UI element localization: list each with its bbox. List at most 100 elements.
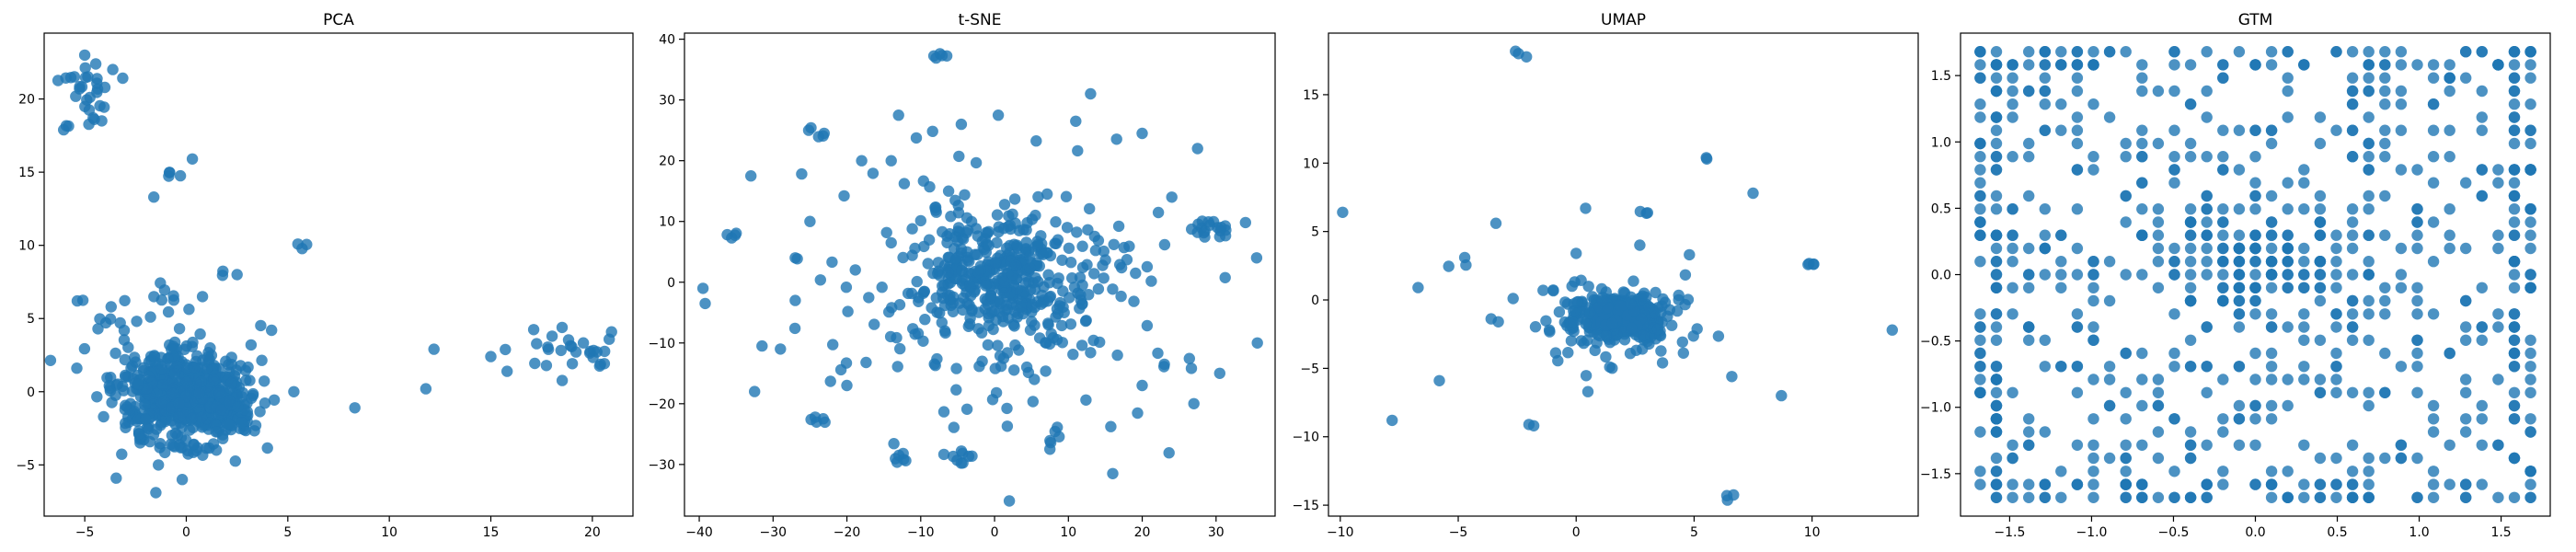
scatter-point: [2508, 137, 2521, 150]
scatter-point: [1105, 420, 1117, 432]
scatter-point: [2217, 216, 2229, 228]
y-tick-label: −5: [16, 458, 35, 473]
scatter-point: [117, 72, 129, 85]
scatter-point: [2508, 98, 2521, 110]
scatter-point: [2282, 374, 2294, 385]
scatter-point: [2444, 151, 2455, 163]
scatter-point: [2201, 190, 2213, 202]
scatter-point: [2152, 491, 2165, 503]
scatter-point: [2492, 321, 2504, 333]
scatter-point: [1152, 206, 1165, 219]
scatter-point: [2233, 399, 2246, 412]
scatter-point: [2346, 151, 2359, 163]
scatter-point: [2476, 399, 2488, 412]
scatter-point: [1115, 261, 1128, 274]
scatter-point: [1507, 293, 1519, 305]
scatter-point: [1990, 361, 2003, 373]
scatter-point: [119, 294, 131, 306]
scatter-point: [195, 375, 207, 387]
scatter-point: [2363, 452, 2375, 465]
scatter-point: [2136, 59, 2148, 71]
scatter-point: [588, 344, 600, 357]
scatter-point: [2071, 361, 2084, 373]
scatter-point: [2152, 256, 2165, 268]
scatter-point: [923, 234, 936, 246]
scatter-point: [1655, 345, 1667, 357]
scatter-point: [131, 316, 143, 328]
scatter-point: [1974, 46, 1986, 58]
scatter-point: [2055, 491, 2067, 503]
scatter-point: [1651, 323, 1664, 336]
scatter-point: [1061, 222, 1074, 234]
scatter-point: [148, 191, 160, 203]
scatter-point: [2346, 98, 2359, 110]
scatter-point: [2136, 439, 2148, 451]
scatter-point: [2476, 282, 2488, 293]
scatter-point: [2411, 59, 2423, 71]
scatter-point: [2136, 478, 2148, 490]
scatter-point: [266, 324, 278, 337]
scatter-point: [2217, 229, 2229, 241]
scatter-point: [2524, 137, 2536, 150]
scatter-point: [2265, 216, 2278, 228]
scatter-point: [991, 209, 1004, 221]
scatter-point: [2249, 203, 2261, 215]
scatter-point: [187, 336, 199, 349]
scatter-point: [1570, 247, 1582, 259]
scatter-point: [2233, 229, 2246, 241]
scatter-point: [2007, 452, 2018, 465]
scatter-point: [2346, 478, 2359, 490]
scatter-point: [2023, 46, 2035, 58]
scatter-point: [2120, 386, 2132, 398]
scatter-point: [2346, 386, 2359, 398]
scatter-point: [2379, 386, 2391, 398]
scatter-point: [1990, 59, 2003, 71]
scatter-point: [1186, 223, 1198, 236]
scatter-point: [2168, 347, 2180, 360]
scatter-point: [159, 446, 171, 459]
scatter-point: [186, 153, 199, 165]
scatter-point: [2249, 294, 2261, 307]
scatter-point: [956, 264, 968, 277]
scatter-point: [232, 401, 244, 413]
scatter-point: [2476, 413, 2488, 425]
scatter-point: [2217, 426, 2229, 438]
scatter-point: [2298, 164, 2310, 176]
scatter-point: [1569, 305, 1581, 317]
scatter-point: [948, 421, 960, 433]
scatter-point: [1386, 414, 1398, 427]
scatter-point: [2346, 242, 2359, 255]
scatter-point: [1510, 45, 1522, 57]
scatter-point: [44, 354, 57, 366]
scatter-point: [2007, 439, 2018, 451]
scatter-point: [2039, 361, 2051, 373]
scatter-point: [2184, 282, 2197, 293]
scatter-point: [1112, 220, 1125, 233]
scatter-point: [2039, 229, 2051, 241]
scatter-point: [2330, 452, 2342, 465]
scatter-point: [2524, 269, 2536, 281]
scatter-point: [244, 374, 256, 386]
scatter-point: [2395, 269, 2408, 281]
scatter-point: [166, 430, 178, 442]
scatter-point: [2363, 229, 2375, 241]
scatter-point: [2023, 334, 2035, 346]
scatter-point: [229, 455, 241, 467]
scatter-point: [2330, 124, 2342, 136]
scatter-point: [2007, 229, 2018, 241]
scatter-point: [2508, 124, 2521, 136]
y-tick-label: 1.0: [1931, 135, 1951, 150]
scatter-point: [2524, 216, 2536, 228]
scatter-point: [193, 387, 205, 399]
scatter-point: [2427, 177, 2440, 189]
scatter-point: [2265, 256, 2278, 268]
scatter-point: [775, 343, 787, 355]
scatter-point: [2136, 269, 2148, 281]
scatter-point: [119, 353, 131, 366]
y-tick-label: 1.5: [1931, 69, 1951, 84]
scatter-point: [2524, 374, 2536, 385]
scatter-point: [2233, 361, 2246, 373]
scatter-point: [2508, 190, 2521, 202]
scatter-point: [2071, 203, 2084, 215]
scatter-point: [937, 448, 950, 461]
